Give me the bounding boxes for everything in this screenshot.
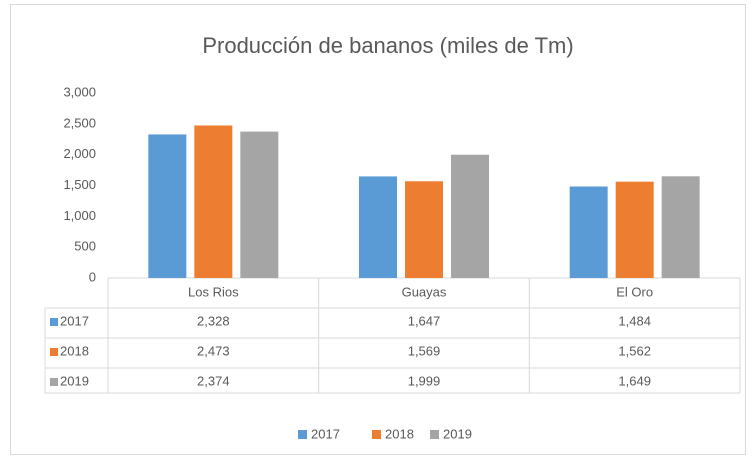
x-tick-label: El Oro	[616, 284, 653, 299]
table-series-name: 2019	[60, 373, 89, 388]
chart-title: Producción de bananos (miles de Tm)	[202, 33, 573, 58]
table-value: 2,473	[197, 343, 230, 358]
bar	[359, 176, 397, 278]
table-value: 1,569	[408, 343, 441, 358]
table-series-name: 2018	[60, 343, 89, 358]
bar	[240, 131, 279, 278]
legend-key	[372, 430, 381, 439]
y-tick-label: 1,000	[63, 208, 96, 223]
legend-label: 2018	[385, 426, 414, 441]
legend-key	[430, 430, 439, 439]
y-tick-label: 500	[74, 239, 96, 254]
y-tick-label: 0	[89, 269, 96, 284]
bar	[148, 134, 187, 278]
y-tick-label: 3,000	[63, 84, 96, 99]
legend-label: 2019	[443, 426, 472, 441]
table-value: 2,374	[197, 373, 230, 388]
table-series-name: 2017	[60, 313, 89, 328]
table-legend-key	[50, 348, 58, 356]
x-tick-label: Los Rios	[188, 284, 239, 299]
bar	[615, 181, 654, 278]
table-value: 1,999	[408, 373, 441, 388]
table-value: 1,649	[618, 373, 651, 388]
bar	[405, 181, 443, 278]
y-tick-label: 2,000	[63, 146, 96, 161]
bar	[194, 125, 233, 278]
table-value: 1,647	[408, 313, 441, 328]
table-legend-key	[50, 318, 58, 326]
bar	[661, 176, 700, 278]
legend-label: 2017	[311, 426, 340, 441]
legend-key	[298, 430, 307, 439]
y-tick-label: 2,500	[63, 115, 96, 130]
table-value: 1,562	[618, 343, 651, 358]
bar	[569, 186, 608, 278]
table-value: 2,328	[197, 313, 230, 328]
table-legend-key	[50, 378, 58, 386]
x-tick-label: Guayas	[402, 284, 447, 299]
table-value: 1,484	[618, 313, 651, 328]
bar	[451, 154, 489, 278]
y-tick-label: 1,500	[63, 177, 96, 192]
